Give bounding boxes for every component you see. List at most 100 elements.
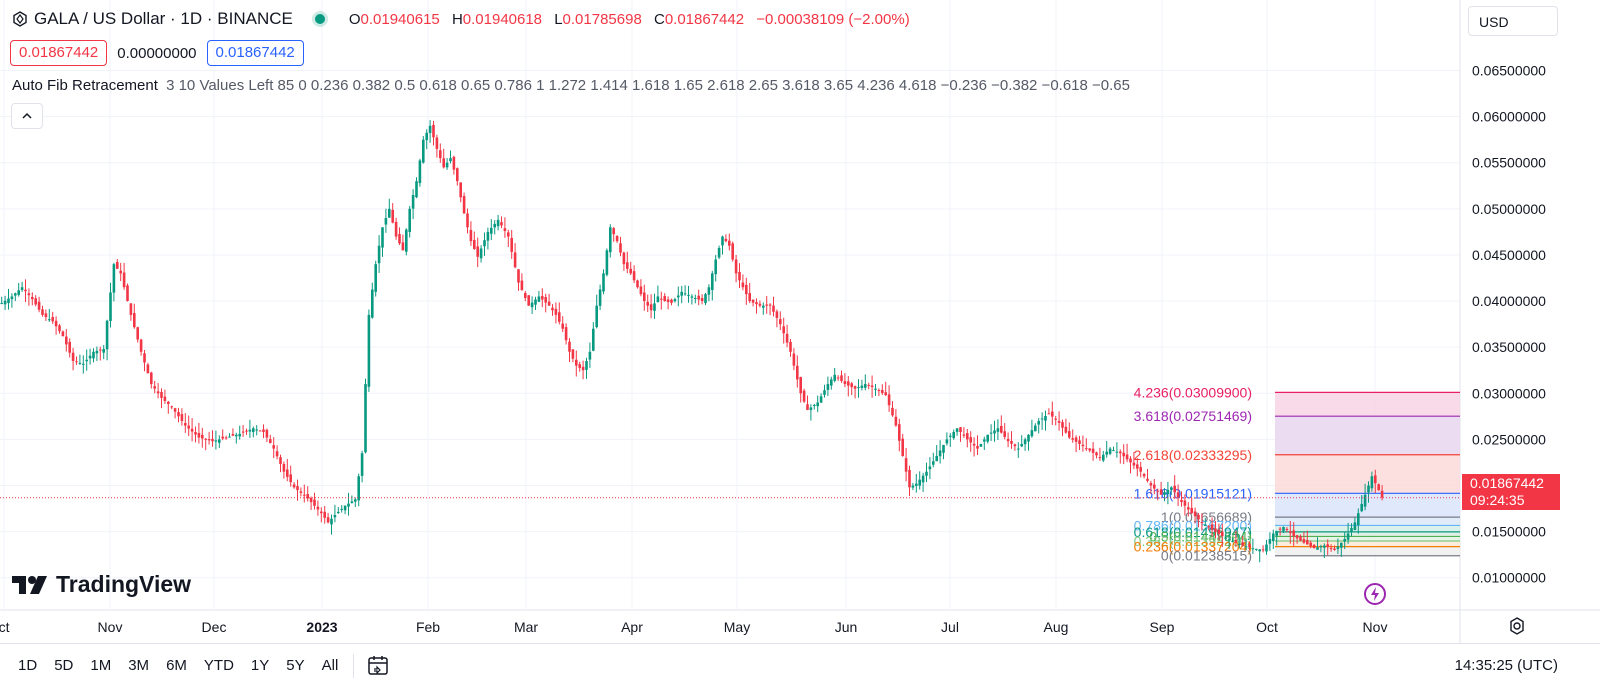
candle-body — [636, 280, 639, 288]
candle-body — [1255, 548, 1258, 550]
fib-level-label: 3.618(0.02751469) — [1134, 408, 1252, 424]
candle-body — [17, 290, 20, 295]
period-1m[interactable]: 1M — [90, 657, 112, 674]
period-5d[interactable]: 5D — [54, 657, 74, 674]
candle-body — [836, 377, 840, 379]
legend-header: GALA / US Dollar · 1D · BINANCE O0.01940… — [12, 9, 910, 29]
candle-body — [857, 387, 860, 389]
candle-body — [547, 301, 551, 306]
candle-body — [993, 430, 996, 434]
candle-body — [1020, 444, 1023, 447]
candle-body — [966, 433, 969, 440]
candle-body — [1112, 450, 1115, 452]
candle-body — [670, 299, 673, 303]
y-tick-label: 0.05500000 — [1472, 155, 1546, 171]
candle-body — [377, 245, 381, 264]
collapse-legend-button[interactable] — [11, 103, 43, 129]
candle-body — [1265, 544, 1268, 552]
candle-body — [394, 221, 398, 237]
indicator-name[interactable]: Auto Fib Retracement — [12, 77, 158, 94]
candle-body — [1129, 458, 1132, 463]
tradingview-logo[interactable]: TradingView — [12, 571, 191, 598]
candle-body — [95, 350, 99, 354]
candle-body — [602, 273, 605, 292]
period-6m[interactable]: 6M — [166, 657, 187, 674]
utc-clock[interactable]: 14:35:25 (UTC) — [1454, 657, 1558, 674]
candle-body — [326, 517, 330, 523]
y-tick-label: 0.01500000 — [1472, 524, 1546, 540]
market-status-icon[interactable] — [314, 14, 325, 24]
gear-icon[interactable] — [1507, 616, 1527, 636]
candle-body — [673, 299, 677, 302]
candle-body — [1061, 422, 1064, 428]
candle-body — [1030, 430, 1034, 437]
candle-body — [112, 264, 116, 293]
candle-body — [1102, 454, 1105, 461]
candle-body — [782, 326, 785, 334]
y-tick-label: 0.05000000 — [1472, 201, 1546, 217]
candle-body — [1153, 484, 1156, 489]
candle-body — [1122, 452, 1125, 457]
candle-body — [728, 240, 731, 246]
candle-body — [660, 298, 663, 300]
candle-body — [721, 236, 724, 246]
candle-body — [1251, 548, 1255, 550]
candle-body — [1231, 540, 1234, 542]
period-1d[interactable]: 1D — [18, 657, 38, 674]
candle-body — [1010, 440, 1013, 444]
x-tick-label: Nov — [1363, 619, 1388, 635]
candle-body — [1200, 521, 1204, 523]
sell-button[interactable]: 0.01867442 — [10, 40, 108, 66]
candle-body — [466, 213, 469, 228]
candle-body — [537, 296, 541, 302]
period-5y[interactable]: 5Y — [286, 657, 305, 674]
candle-body — [853, 386, 857, 389]
flash-icon[interactable] — [1363, 582, 1387, 606]
candle-body — [1234, 540, 1238, 543]
bottom-toolbar: 1D 5D 1M 3M 6M YTD 1Y 5Y All 14:35:25 (UTC) — [0, 643, 1600, 700]
candle-body — [935, 455, 938, 462]
candle-body — [1064, 426, 1068, 433]
candle-body — [867, 384, 870, 386]
candle-body — [1173, 485, 1176, 493]
symbol-title[interactable]: GALA / US Dollar · 1D · BINANCE — [34, 9, 293, 28]
candle-body — [568, 341, 571, 352]
high-value: 0.01940618 — [462, 10, 543, 28]
trade-buttons: 0.01867442 0.00000000 0.01867442 — [10, 40, 304, 66]
candle-body — [564, 327, 568, 341]
candle-body — [1261, 549, 1265, 551]
candle-body — [734, 259, 738, 274]
candle-body — [221, 436, 224, 439]
candle-body — [1013, 444, 1017, 447]
price-chart[interactable]: 0.06500000 0.06000000 0.05500000 0.05000000… — [0, 0, 1600, 643]
buy-button[interactable]: 0.01867442 — [206, 40, 304, 66]
candle-body — [71, 352, 75, 361]
candle-body — [517, 269, 520, 283]
candle-body — [898, 424, 901, 441]
toolbar-divider — [353, 654, 354, 678]
candle-body — [677, 295, 680, 298]
period-3m[interactable]: 3M — [128, 657, 150, 674]
candle-body — [1289, 531, 1292, 534]
candle-body — [61, 331, 65, 337]
period-ytd[interactable]: YTD — [203, 657, 234, 674]
candle-body — [425, 132, 428, 141]
symbol-logo-icon — [13, 11, 27, 27]
candle-body — [1006, 438, 1010, 442]
candle-body — [333, 515, 337, 518]
fib-zone — [1275, 416, 1460, 455]
fib-level-label: 1.618(0.01915121) — [1134, 485, 1252, 501]
candle-body — [881, 389, 884, 393]
period-1y[interactable]: 1Y — [250, 657, 270, 674]
period-all[interactable]: All — [321, 657, 339, 674]
candle-body — [649, 304, 653, 311]
indicator-legend[interactable]: Auto Fib Retracement 3 10 Values Left 85… — [12, 77, 1130, 94]
candle-body — [1221, 531, 1224, 537]
currency-selector[interactable]: USD — [1468, 6, 1558, 36]
candle-body — [289, 474, 292, 483]
date-range-icon[interactable] — [366, 654, 390, 678]
candle-body — [3, 300, 7, 305]
candle-body — [714, 259, 717, 275]
candle-body — [915, 483, 918, 486]
candle-body — [942, 444, 945, 453]
